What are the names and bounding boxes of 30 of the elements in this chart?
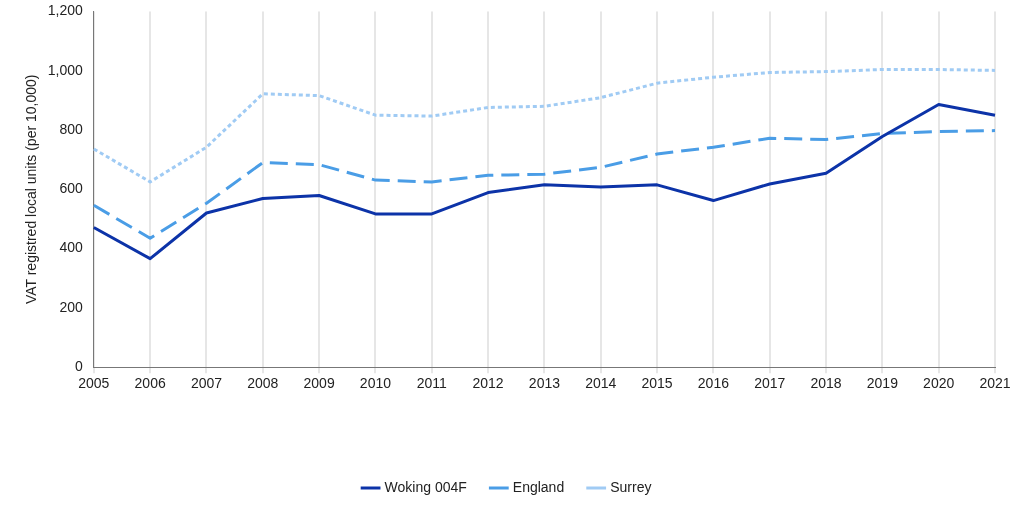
x-tick-label: 2007: [190, 375, 223, 392]
line-series: [92, 68, 997, 184]
y-tick-label: 400: [59, 239, 84, 256]
x-tick-label: 2017: [754, 375, 786, 392]
x-tick-label: 2018: [810, 375, 842, 392]
x-tick-label: 2012: [472, 375, 504, 392]
legend-label: England: [512, 478, 565, 495]
x-tick-label: 2019: [866, 375, 899, 392]
x-tick-label: 2008: [247, 375, 279, 392]
y-tick-label: 200: [59, 298, 84, 315]
y-axis-title: VAT registred local units (per 10,000): [23, 74, 40, 305]
x-tick-label: 2010: [359, 375, 392, 392]
y-tick-label: 600: [59, 180, 84, 197]
x-tick-label: 2013: [528, 375, 561, 392]
y-tick-label: 1,200: [47, 2, 84, 19]
x-tick-label: 2015: [641, 375, 673, 392]
legend-label: Woking 004F: [384, 478, 467, 495]
x-tick-label: 2005: [78, 375, 110, 392]
x-tick-label: 2006: [134, 375, 166, 392]
x-tick-label: 2011: [416, 375, 448, 392]
x-tick-label: 2014: [585, 375, 617, 392]
y-tick-label: 1,000: [47, 61, 84, 78]
x-tick-label: 2021: [979, 375, 1011, 392]
y-tick-label: 800: [59, 120, 84, 137]
x-tick-label: 2016: [697, 375, 730, 392]
line-series: [92, 129, 997, 240]
x-tick-label: 2009: [303, 375, 335, 392]
legend-label: Surrey: [610, 478, 652, 495]
x-tick-label: 2020: [923, 375, 955, 392]
y-tick-label: 0: [75, 358, 84, 375]
